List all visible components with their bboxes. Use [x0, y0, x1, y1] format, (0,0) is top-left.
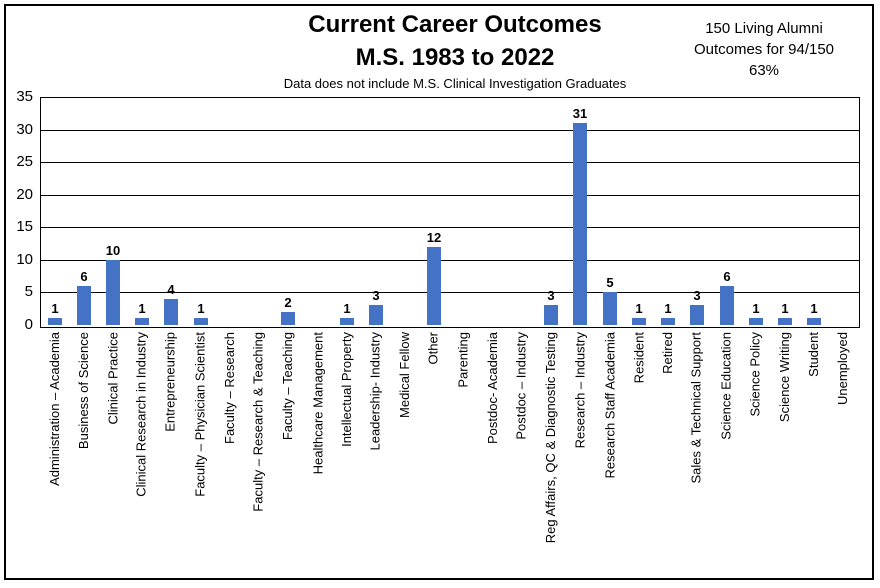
- bar-value-label: 1: [138, 301, 146, 316]
- bar-value-label: 6: [723, 269, 731, 284]
- bar: [427, 247, 441, 325]
- x-axis-label: Parenting: [456, 332, 471, 388]
- bar: [164, 299, 178, 325]
- bar: [573, 123, 587, 325]
- x-axis-label: Faculty – Research & Teaching: [251, 332, 266, 512]
- x-axis-label: Science Policy: [748, 332, 763, 417]
- bar: [544, 305, 558, 325]
- bar: [135, 318, 149, 325]
- gridline: [41, 227, 859, 228]
- bar: [77, 286, 91, 325]
- bar-value-label: 3: [693, 288, 701, 303]
- gridline: [41, 195, 859, 196]
- y-axis-tick-label: 5: [24, 283, 33, 300]
- bar: [632, 318, 646, 325]
- bar-value-label: 10: [105, 243, 121, 258]
- x-axis-label: Faculty – Physician Scientist: [193, 332, 208, 497]
- bar: [603, 292, 617, 325]
- x-axis-label: Research Staff Academia: [602, 332, 617, 479]
- bar-value-label: 1: [197, 301, 205, 316]
- x-axis-label: Clinical Practice: [105, 332, 120, 425]
- bar: [194, 318, 208, 325]
- chart-title-line1: Current Career Outcomes: [308, 11, 602, 38]
- bar-value-label: 1: [752, 301, 760, 316]
- x-axis-label: Postdoc – Industry: [514, 332, 529, 440]
- gridline: [41, 260, 859, 261]
- bar-value-label: 5: [606, 275, 614, 290]
- bar-value-label: 12: [426, 230, 442, 245]
- x-axis-label: Research – Industry: [572, 332, 587, 449]
- x-axis-label: Postdoc- Academia: [485, 332, 500, 445]
- y-axis-tick-label: 20: [16, 186, 33, 203]
- bar: [661, 318, 675, 325]
- y-axis-tick-label: 0: [24, 316, 33, 333]
- y-axis-tick-label: 10: [16, 251, 33, 268]
- x-axis-label: Business of Science: [76, 332, 91, 450]
- chart-title-line2: M.S. 1983 to 2022: [355, 44, 555, 71]
- x-axis-label: Reg Affairs, QC & Diagnostic Testing: [543, 332, 558, 544]
- bar-value-label: 2: [284, 295, 292, 310]
- bar-value-label: 4: [167, 282, 175, 297]
- x-axis-label: Sales & Technical Support: [689, 332, 704, 484]
- x-axis-label: Unemployed: [835, 332, 850, 405]
- gridline: [41, 292, 859, 293]
- bar-value-label: 31: [572, 106, 588, 121]
- x-axis-label: Resident: [631, 332, 646, 384]
- x-axis-label: Administration – Academia: [47, 332, 62, 486]
- x-axis-label: Healthcare Management: [310, 332, 325, 475]
- x-axis-label: Intellectual Property: [339, 332, 354, 447]
- y-axis-tick-label: 30: [16, 121, 33, 138]
- bar-value-label: 1: [810, 301, 818, 316]
- alumni-annotation-line2: Outcomes for 94/150: [693, 41, 835, 58]
- alumni-annotation: 150 Living Alumni Outcomes for 94/150 63…: [664, 18, 864, 81]
- x-axis-label: Faculty – Research: [222, 332, 237, 444]
- x-axis-label: Retired: [660, 332, 675, 374]
- bar: [690, 305, 704, 325]
- x-axis-label: Science Education: [719, 332, 734, 440]
- figure-border: [4, 4, 874, 580]
- bar-value-label: 1: [664, 301, 672, 316]
- bar-value-label: 1: [51, 301, 59, 316]
- bar: [749, 318, 763, 325]
- x-axis-label: Leadership- Industry: [368, 332, 383, 451]
- alumni-annotation-line3: 63%: [748, 62, 780, 79]
- bar-value-label: 1: [343, 301, 351, 316]
- bar: [778, 318, 792, 325]
- bar: [720, 286, 734, 325]
- x-axis-label: Other: [426, 332, 441, 365]
- y-axis-tick-label: 35: [16, 88, 33, 105]
- bar-value-label: 3: [372, 288, 380, 303]
- bar-value-label: 6: [80, 269, 88, 284]
- bar-value-label: 1: [781, 301, 789, 316]
- bar: [340, 318, 354, 325]
- gridline: [41, 162, 859, 163]
- x-axis-label: Medical Fellow: [397, 332, 412, 418]
- x-axis-label: Entrepreneurship: [163, 332, 178, 432]
- x-axis-label: Student: [806, 332, 821, 377]
- bar: [369, 305, 383, 325]
- bar-value-label: 1: [635, 301, 643, 316]
- x-axis-label: Faculty – Teaching: [280, 332, 295, 441]
- bar: [48, 318, 62, 325]
- chart-title: Current Career Outcomes M.S. 1983 to 202…: [130, 8, 780, 74]
- y-axis-tick-label: 15: [16, 218, 33, 235]
- chart-subtitle: Data does not include M.S. Clinical Inve…: [283, 76, 627, 91]
- bar: [106, 260, 120, 325]
- bar: [807, 318, 821, 325]
- bar: [281, 312, 295, 325]
- bar-value-label: 3: [547, 288, 555, 303]
- x-axis-label: Science Writing: [777, 332, 792, 423]
- gridline: [41, 130, 859, 131]
- y-axis-tick-label: 25: [16, 153, 33, 170]
- alumni-annotation-line1: 150 Living Alumni: [705, 20, 823, 37]
- x-axis-label: Clinical Research in Industry: [134, 332, 149, 497]
